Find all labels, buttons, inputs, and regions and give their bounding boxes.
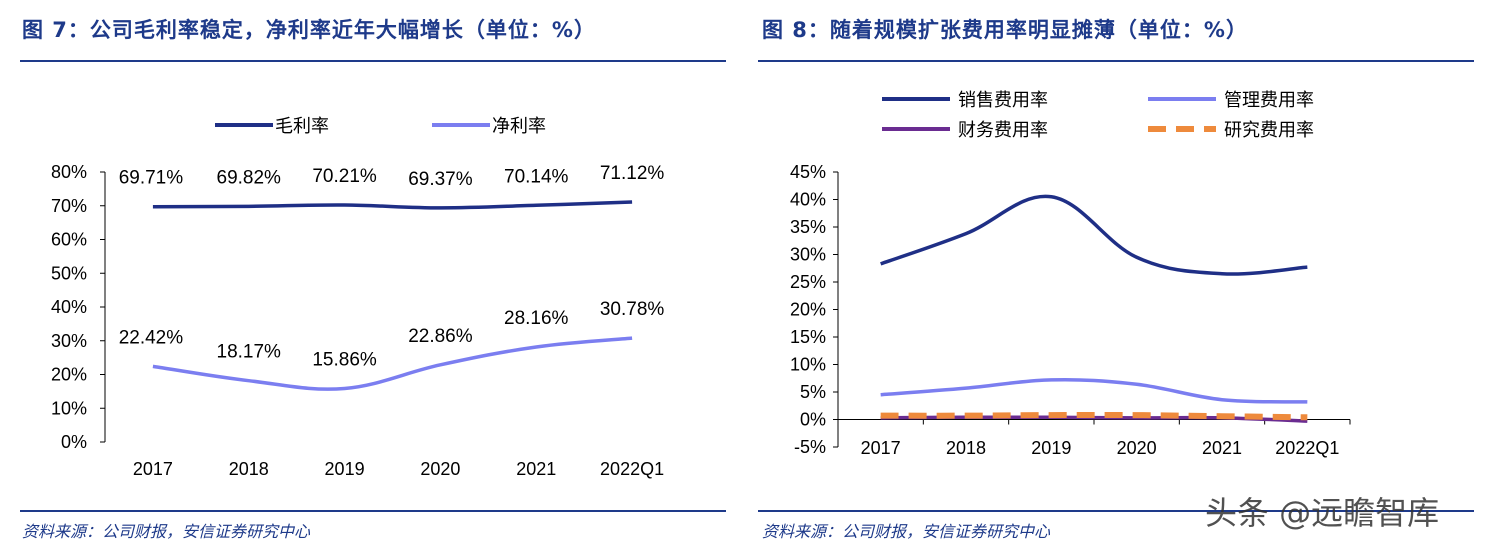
right-series-line [880,411,1308,421]
left-legend-label: 净利率 [492,116,546,137]
left-data-label: 69.82% [217,167,282,188]
right-legend-label: 财务费用率 [958,120,1048,141]
right-y-tick-label: 45% [790,162,826,182]
left-x-tick-label: 2019 [325,459,365,479]
right-y-tick-label: 10% [790,355,826,375]
left-y-tick-label: 0% [61,432,87,452]
right-legend-label: 管理费用率 [1224,90,1314,111]
right-x-tick-label: 2022Q1 [1275,438,1339,458]
right-legend-label: 销售费用率 [958,90,1048,111]
right-x-tick-label: 2020 [1117,438,1157,458]
left-y-tick-label: 60% [51,230,87,250]
left-data-label: 15.86% [312,349,377,370]
right-y-tick-label: 25% [790,272,826,292]
left-data-label: 69.71% [119,168,184,189]
left-data-label: 71.12% [600,163,665,184]
left-x-tick-label: 2020 [420,459,460,479]
right-source-rule [758,510,1474,512]
left-x-tick-label: 2017 [133,459,173,479]
left-y-tick-label: 50% [51,263,87,283]
right-legend-label: 研究费用率 [1224,120,1314,141]
right-y-tick-label: 0% [800,410,826,430]
left-data-label: 28.16% [504,308,569,329]
watermark: 头条 @远瞻智库 [1205,494,1440,532]
left-source-rule [20,510,726,512]
left-y-tick-label: 20% [51,365,87,385]
left-data-label: 22.86% [408,326,473,347]
right-y-tick-label: 40% [790,190,826,210]
left-source-note: 资料来源：公司财报，安信证券研究中心 [22,522,311,541]
right-source-note: 资料来源：公司财报，安信证券研究中心 [762,522,1051,541]
left-x-tick-label: 2022Q1 [600,459,664,479]
left-series-line [152,200,633,210]
left-legend-label: 毛利率 [275,116,329,137]
right-y-tick-label: 15% [790,327,826,347]
right-x-tick-label: 2018 [946,438,986,458]
left-y-tick-label: 40% [51,297,87,317]
right-y-tick-label: 35% [790,217,826,237]
right-y-tick-label: 5% [800,382,826,402]
left-y-tick-label: 80% [51,162,87,182]
left-data-label: 30.78% [600,299,665,320]
left-data-label: 22.42% [119,327,184,348]
left-y-tick-label: 30% [51,331,87,351]
left-data-label: 69.37% [408,169,473,190]
left-title-rule [20,60,726,62]
left-y-tick-label: 10% [51,398,87,418]
left-x-tick-label: 2018 [229,459,269,479]
right-x-tick-label: 2017 [861,438,901,458]
right-title-rule [758,60,1474,62]
left-data-label: 18.17% [217,342,282,363]
left-x-tick-label: 2021 [516,459,556,479]
right-y-tick-label: 30% [790,245,826,265]
right-chart-title: 图 8：随着规模扩张费用率明显摊薄（单位：%） [762,18,1248,42]
right-x-tick-label: 2021 [1202,438,1242,458]
left-data-label: 70.21% [312,166,377,187]
left-y-tick-label: 70% [51,196,87,216]
right-x-tick-label: 2019 [1031,438,1071,458]
right-series-line [880,194,1308,276]
left-chart-title: 图 7：公司毛利率稳定，净利率近年大幅增长（单位：%） [22,18,596,42]
right-series-line [880,377,1308,404]
right-y-tick-label: -5% [794,437,826,457]
right-y-tick-label: 20% [790,300,826,320]
left-series-line [152,336,633,391]
left-data-label: 70.14% [504,166,569,187]
